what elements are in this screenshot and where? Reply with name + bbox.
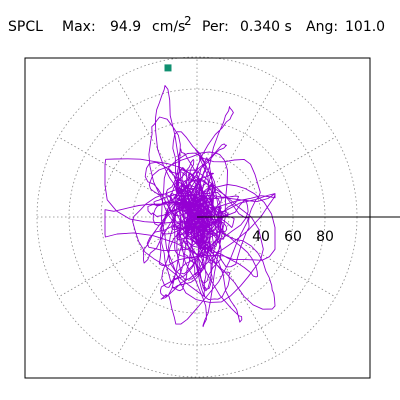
marker-layer [164, 64, 172, 72]
period-value: 0.340 s [240, 19, 292, 35]
station-code: SPCL [8, 19, 43, 35]
max-value: 94.9 [110, 19, 141, 35]
max-unit: cm/s [152, 19, 185, 35]
grid-spoke-210 [58, 216, 198, 298]
trace-layer [104, 85, 276, 328]
plot-frame [24, 57, 371, 379]
header-svg: SPCL Max: 94.9 cm/s 2 Per: 0.340 s Ang: … [8, 14, 385, 35]
peak-marker [164, 64, 172, 72]
angle-value: 101.0 [345, 19, 385, 35]
grid-spoke-30 [196, 136, 336, 218]
axis-tick-label: 60 [284, 229, 302, 245]
grid-spoke-60 [196, 78, 278, 218]
axis-tick-label: 80 [316, 229, 334, 245]
tick-label-layer: 40 60 80 [252, 229, 334, 245]
max-unit-exponent: 2 [184, 14, 192, 28]
acceleration-trace [104, 85, 276, 328]
max-label: Max: [62, 19, 96, 35]
grid-spoke-150 [58, 136, 198, 218]
grid-spoke-330 [196, 216, 336, 298]
angle-label: Ang: [306, 19, 338, 35]
period-label: Per: [202, 19, 229, 35]
header-bar: SPCL Max: 94.9 cm/s 2 Per: 0.340 s Ang: … [0, 0, 400, 50]
axis-tick-label: 40 [252, 229, 270, 245]
grid-spoke-240 [116, 216, 198, 356]
